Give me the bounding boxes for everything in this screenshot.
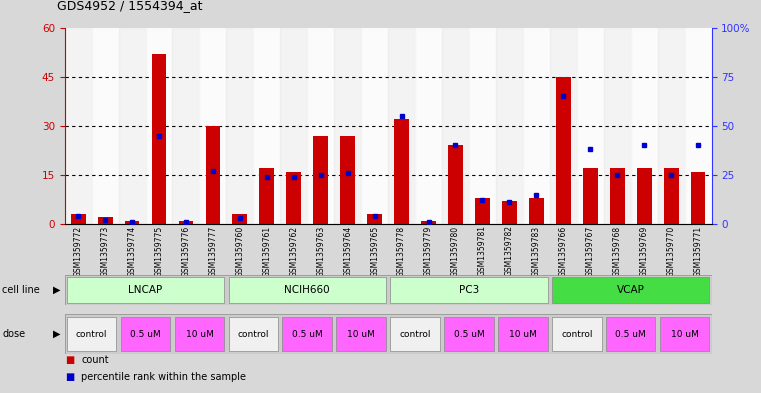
Bar: [151, 54, 167, 224]
Text: control: control: [561, 330, 593, 338]
Bar: [444, 317, 494, 351]
Bar: [280, 28, 307, 224]
Bar: [552, 277, 709, 303]
Bar: [121, 317, 170, 351]
Bar: [448, 145, 463, 224]
Bar: [577, 28, 603, 224]
Text: 0.5 uM: 0.5 uM: [454, 330, 484, 338]
Bar: [496, 28, 523, 224]
Bar: [550, 28, 577, 224]
Bar: [631, 28, 658, 224]
Bar: [199, 28, 227, 224]
Text: dose: dose: [2, 329, 25, 339]
Text: PC3: PC3: [459, 285, 479, 295]
Bar: [336, 317, 386, 351]
Bar: [314, 136, 328, 224]
Bar: [691, 172, 705, 224]
Bar: [97, 217, 113, 224]
Bar: [228, 277, 386, 303]
Bar: [583, 168, 597, 224]
Bar: [606, 317, 655, 351]
Bar: [228, 317, 279, 351]
Bar: [71, 214, 85, 224]
Bar: [556, 77, 571, 224]
Bar: [119, 28, 145, 224]
Text: count: count: [81, 354, 109, 365]
Bar: [390, 277, 548, 303]
Text: percentile rank within the sample: percentile rank within the sample: [81, 372, 247, 382]
Bar: [340, 136, 355, 224]
Bar: [361, 28, 388, 224]
Bar: [91, 28, 119, 224]
Bar: [498, 317, 548, 351]
Bar: [125, 221, 139, 224]
Text: control: control: [237, 330, 269, 338]
Bar: [286, 172, 301, 224]
Bar: [227, 28, 253, 224]
Bar: [173, 28, 199, 224]
Text: ▶: ▶: [53, 329, 60, 339]
Bar: [232, 214, 247, 224]
Bar: [67, 277, 224, 303]
Bar: [637, 168, 651, 224]
Text: VCAP: VCAP: [616, 285, 645, 295]
Bar: [664, 168, 679, 224]
Text: NCIH660: NCIH660: [285, 285, 330, 295]
Bar: [307, 28, 334, 224]
Bar: [603, 28, 631, 224]
Text: control: control: [400, 330, 431, 338]
Text: cell line: cell line: [2, 285, 40, 295]
Text: ■: ■: [65, 372, 74, 382]
Text: control: control: [76, 330, 107, 338]
Bar: [145, 28, 173, 224]
Text: 0.5 uM: 0.5 uM: [616, 330, 646, 338]
Text: LNCAP: LNCAP: [129, 285, 163, 295]
Bar: [502, 201, 517, 224]
Bar: [469, 28, 496, 224]
Bar: [394, 119, 409, 224]
Bar: [658, 28, 685, 224]
Text: GDS4952 / 1554394_at: GDS4952 / 1554394_at: [57, 0, 202, 12]
Bar: [475, 198, 490, 224]
Text: 0.5 uM: 0.5 uM: [292, 330, 323, 338]
Bar: [205, 126, 221, 224]
Bar: [65, 28, 91, 224]
Bar: [421, 221, 436, 224]
Text: 0.5 uM: 0.5 uM: [130, 330, 161, 338]
Text: 10 uM: 10 uM: [509, 330, 537, 338]
Bar: [610, 168, 625, 224]
Bar: [390, 317, 440, 351]
Bar: [685, 28, 712, 224]
Bar: [253, 28, 280, 224]
Bar: [529, 198, 544, 224]
Text: 10 uM: 10 uM: [186, 330, 213, 338]
Bar: [334, 28, 361, 224]
Bar: [523, 28, 550, 224]
Text: ▶: ▶: [53, 285, 60, 295]
Text: ■: ■: [65, 354, 74, 365]
Bar: [67, 317, 116, 351]
Bar: [179, 221, 193, 224]
Bar: [175, 317, 224, 351]
Bar: [552, 317, 602, 351]
Bar: [282, 317, 332, 351]
Bar: [660, 317, 709, 351]
Text: 10 uM: 10 uM: [347, 330, 375, 338]
Bar: [415, 28, 442, 224]
Bar: [260, 168, 274, 224]
Bar: [388, 28, 415, 224]
Bar: [442, 28, 469, 224]
Bar: [368, 214, 382, 224]
Text: 10 uM: 10 uM: [670, 330, 699, 338]
